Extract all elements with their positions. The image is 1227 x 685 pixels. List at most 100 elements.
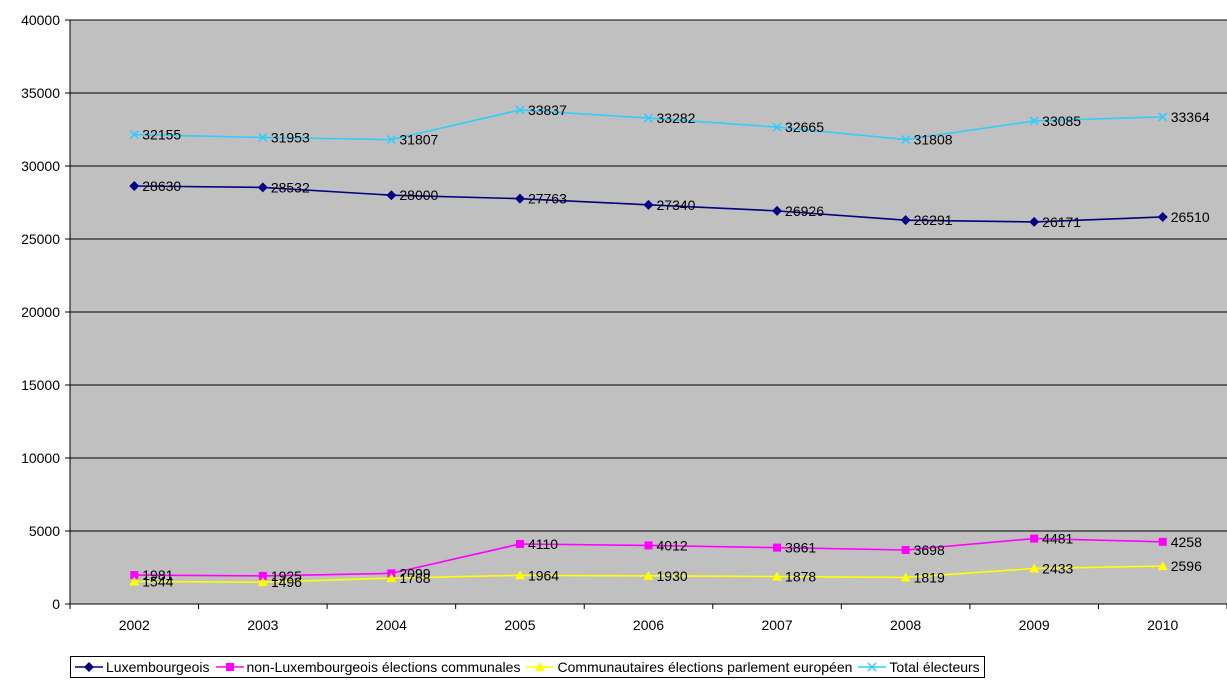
x-tick-label: 2009: [1019, 617, 1050, 633]
x-tick-label: 2010: [1147, 617, 1178, 633]
data-point: [1030, 534, 1039, 543]
data-label: 4012: [657, 537, 688, 553]
data-point: [129, 181, 140, 192]
data-label: 31808: [914, 132, 953, 148]
y-tick-label: 35000: [21, 85, 60, 101]
data-label: 1925: [271, 568, 302, 584]
data-point: [130, 571, 139, 580]
data-point: [514, 193, 525, 204]
legend-swatch-square: [215, 663, 244, 671]
data-point: [773, 543, 782, 552]
data-label: 33282: [657, 110, 696, 126]
y-tick-label: 0: [52, 596, 60, 612]
data-label: 26291: [914, 212, 953, 228]
y-tick-label: 10000: [21, 450, 60, 466]
data-label: 26510: [1171, 209, 1210, 225]
data-label: 33837: [528, 102, 567, 118]
data-point: [258, 132, 268, 143]
data-label: 3698: [914, 542, 945, 558]
data-point: [901, 546, 910, 555]
legend-label: non-Luxembourgeois élections communales: [246, 659, 521, 675]
data-label: 1544: [142, 573, 173, 589]
x-tick-label: 2008: [890, 617, 921, 633]
data-label: 32155: [142, 127, 181, 143]
y-tick-label: 40000: [21, 12, 60, 28]
data-point: [772, 205, 783, 216]
data-label: 26171: [1042, 214, 1081, 230]
data-point: [644, 541, 653, 550]
data-label: 1768: [399, 570, 430, 586]
legend-swatch-triangle: [526, 662, 555, 671]
data-label: 1930: [657, 568, 688, 584]
data-point: [643, 113, 654, 123]
data-label: 1878: [785, 569, 816, 585]
y-tick-label: 5000: [29, 523, 60, 539]
y-tick-label: 30000: [21, 158, 60, 174]
legend-swatch-diamond: [75, 662, 103, 672]
data-point: [1029, 563, 1040, 573]
legend-item-communautaires: Communautaires élections parlement europ…: [526, 659, 852, 675]
data-point: [1029, 216, 1040, 227]
legend: Luxembourgeois non-Luxembourgeois électi…: [70, 656, 985, 678]
data-label: 33085: [1042, 113, 1081, 129]
data-point: [386, 573, 397, 583]
data-point: [901, 135, 911, 145]
x-tick-label: 2003: [247, 617, 278, 633]
x-tick-label: 2007: [761, 617, 792, 633]
data-point: [258, 571, 267, 580]
data-point: [257, 577, 268, 587]
data-point: [1157, 561, 1168, 571]
data-point: [514, 570, 525, 580]
data-label: 4481: [1042, 531, 1073, 547]
data-point: [386, 190, 397, 201]
data-label: 4258: [1171, 534, 1202, 550]
legend-item-total: Total électeurs: [858, 659, 980, 675]
data-point: [129, 576, 140, 586]
data-label: 31807: [399, 132, 438, 148]
data-point: [772, 122, 782, 132]
data-label: 1981: [142, 567, 173, 583]
data-label: 2596: [1171, 558, 1202, 574]
data-label: 32665: [785, 119, 824, 135]
data-label: 31953: [271, 129, 310, 145]
legend-item-non-luxembourgeois: non-Luxembourgeois élections communales: [215, 659, 521, 675]
legend-label: Communautaires élections parlement europ…: [557, 659, 853, 675]
data-point: [643, 199, 654, 210]
x-tick-label: 2006: [633, 617, 664, 633]
data-point: [900, 215, 911, 226]
data-label: 26926: [785, 203, 824, 219]
x-tick-label: 2005: [504, 617, 535, 633]
data-label: 27763: [528, 191, 567, 207]
data-point: [900, 572, 911, 582]
data-label: 4110: [528, 536, 558, 552]
data-point: [257, 182, 268, 193]
data-point: [1158, 537, 1167, 546]
data-label: 1819: [914, 569, 945, 585]
data-label: 28000: [399, 187, 438, 203]
data-point: [386, 135, 396, 145]
data-point: [515, 105, 525, 115]
data-label: 33364: [1171, 109, 1210, 125]
data-point: [1158, 112, 1168, 122]
legend-label: Total électeurs: [889, 659, 980, 675]
data-label: 2433: [1042, 560, 1073, 576]
data-label: 27340: [657, 197, 696, 213]
data-label: 28630: [142, 178, 181, 194]
y-tick-label: 15000: [21, 377, 60, 393]
x-tick-label: 2002: [119, 617, 150, 633]
data-label: 1964: [528, 567, 559, 583]
legend-label: Luxembourgeois: [106, 659, 210, 675]
legend-swatch-x: [858, 662, 887, 672]
x-tick-label: 2004: [376, 617, 407, 633]
data-point: [1157, 211, 1168, 222]
data-point: [1029, 116, 1039, 126]
data-label: 3861: [785, 540, 816, 556]
data-point: [129, 129, 139, 140]
y-tick-label: 20000: [21, 304, 60, 320]
data-label: 28532: [271, 179, 310, 195]
data-point: [643, 570, 654, 580]
data-point: [772, 571, 783, 581]
data-label: 1496: [271, 574, 302, 590]
